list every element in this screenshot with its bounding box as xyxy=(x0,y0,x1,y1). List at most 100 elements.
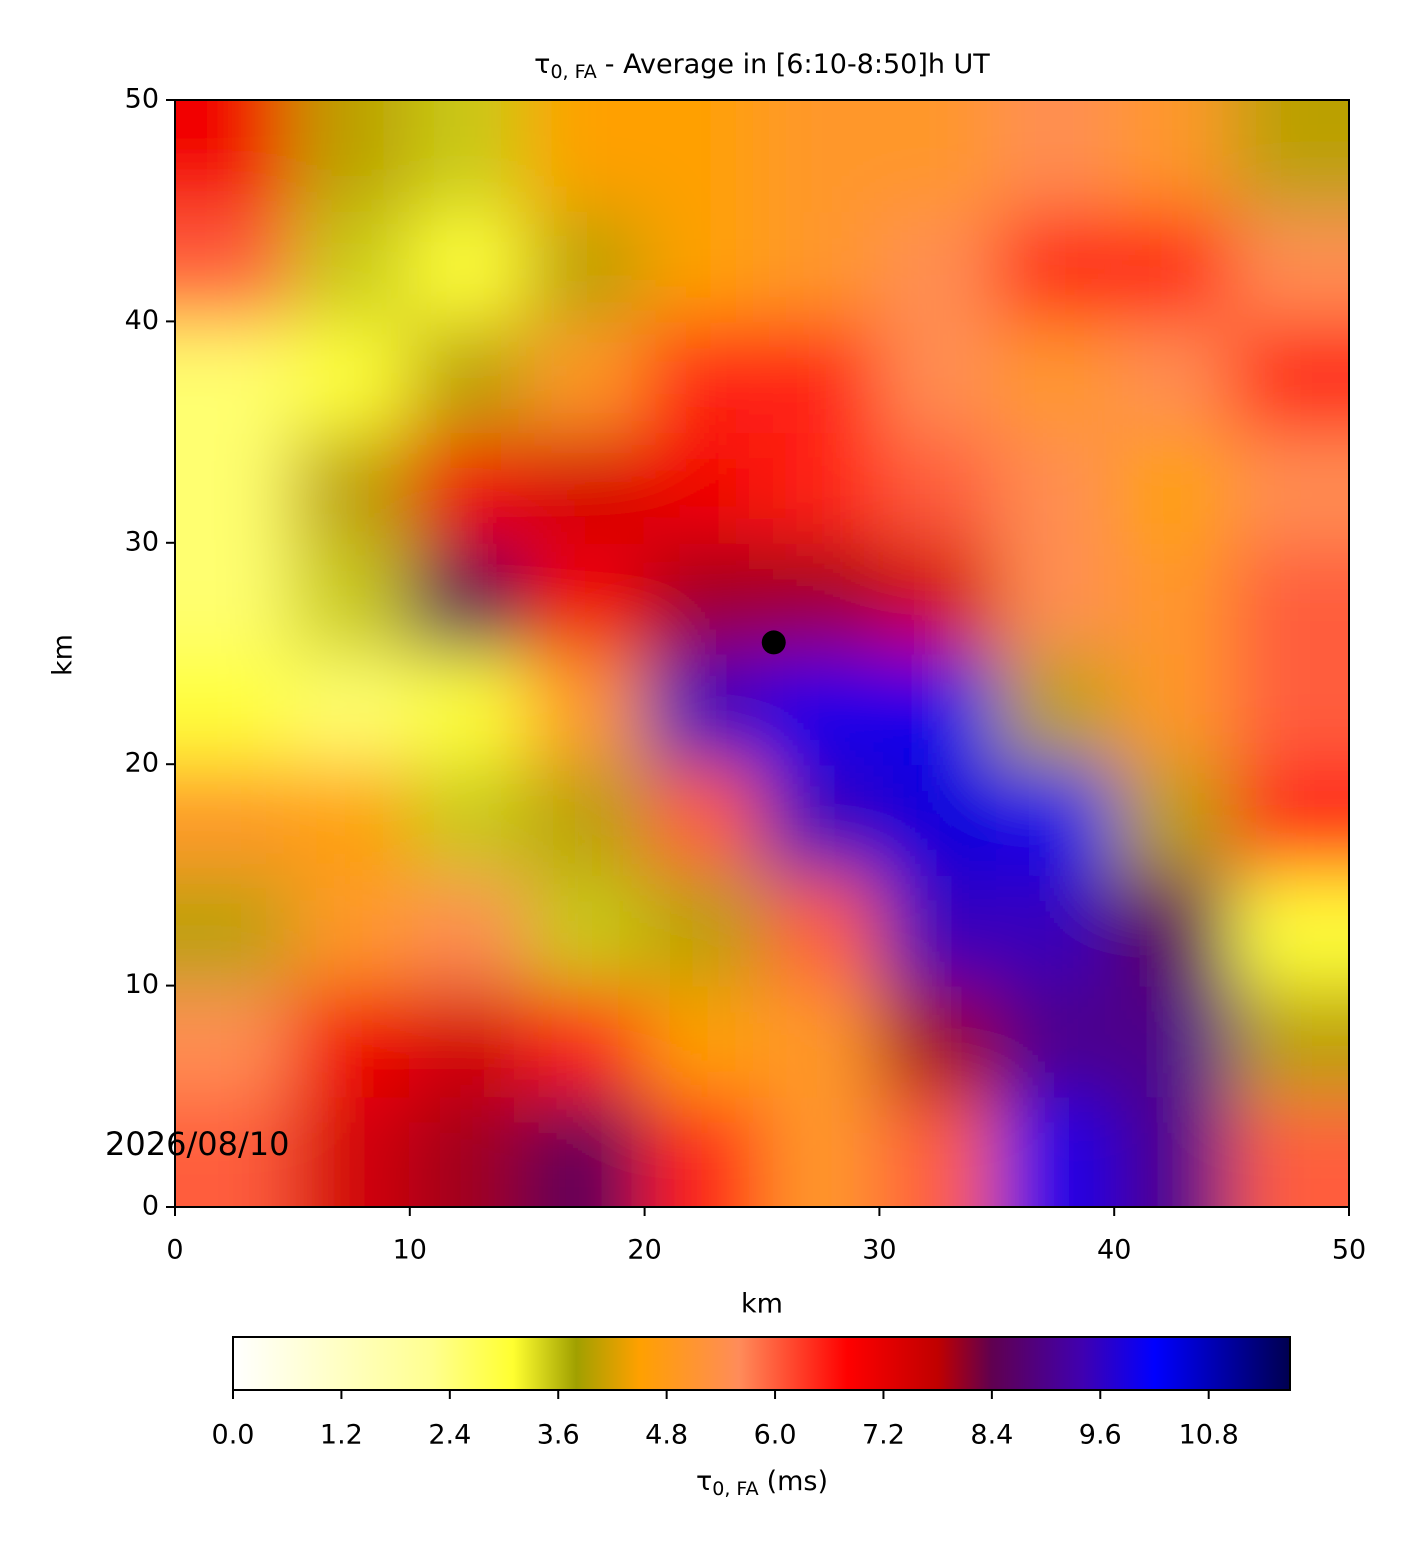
heat-cell xyxy=(1230,873,1349,987)
heat-cell xyxy=(526,1095,646,1207)
cb-subscript: 0, FA xyxy=(712,1478,758,1500)
heat-cell xyxy=(1113,1095,1233,1207)
x-tick-label: 40 xyxy=(1097,1235,1131,1266)
heat-cell xyxy=(878,763,998,876)
title-symbol: τ xyxy=(534,49,550,80)
heat-cell xyxy=(761,1095,881,1207)
heat-cell xyxy=(175,984,294,1098)
heat-cell xyxy=(643,652,763,766)
heat-cell xyxy=(1230,209,1349,323)
heat-cell xyxy=(291,541,411,655)
cb-text: (ms) xyxy=(767,1466,828,1497)
heat-cell xyxy=(643,984,763,1098)
heat-cell xyxy=(1113,431,1233,544)
x-tick-label: 20 xyxy=(627,1235,661,1266)
heat-cell xyxy=(878,100,998,212)
heat-cell xyxy=(761,320,881,434)
heat-cell xyxy=(643,1095,763,1207)
colorbar-label: τ0, FA (ms) xyxy=(696,1466,828,1500)
heat-cell xyxy=(291,431,411,544)
heat-cell xyxy=(291,873,411,987)
heat-cell xyxy=(291,100,411,212)
colorbar-tick-label: 2.4 xyxy=(428,1420,471,1451)
heat-cell xyxy=(878,1095,998,1207)
heat-cell xyxy=(995,431,1116,544)
heat-cell xyxy=(408,652,529,766)
heat-cell xyxy=(526,209,646,323)
colorbar-tick-label: 6.0 xyxy=(754,1420,797,1451)
y-tick-label: 40 xyxy=(125,305,159,336)
heat-cell xyxy=(643,100,763,212)
heat-cell xyxy=(1113,209,1233,323)
heat-cell xyxy=(526,652,646,766)
heat-cell xyxy=(526,873,646,987)
heat-cell xyxy=(291,763,411,876)
heat-cell xyxy=(175,873,294,987)
heat-cell xyxy=(878,320,998,434)
y-axis-label: km xyxy=(48,634,79,676)
heat-cell xyxy=(761,763,881,876)
colorbar-tick-label: 1.2 xyxy=(320,1420,363,1451)
heat-cell xyxy=(761,209,881,323)
heat-cell xyxy=(408,1095,529,1207)
heat-cell xyxy=(175,431,294,544)
colorbar-tick-label: 9.6 xyxy=(1079,1420,1122,1451)
y-tick-label: 20 xyxy=(125,748,159,779)
cb-symbol: τ xyxy=(696,1466,712,1497)
heat-cell xyxy=(643,431,763,544)
heat-cell xyxy=(643,209,763,323)
y-tick-label: 10 xyxy=(125,969,159,1000)
heat-cell xyxy=(175,100,294,212)
heat-cell xyxy=(175,763,294,876)
heat-cell xyxy=(408,431,529,544)
colorbar-tick-label: 7.2 xyxy=(862,1420,905,1451)
heat-cell xyxy=(878,541,998,655)
heat-cell xyxy=(408,984,529,1098)
heat-cell xyxy=(408,763,529,876)
date-stamp: 2026/08/10 xyxy=(105,1125,289,1163)
colorbar xyxy=(232,1336,1291,1391)
heat-cell xyxy=(643,763,763,876)
heat-cell xyxy=(761,100,881,212)
heat-cell xyxy=(291,652,411,766)
heat-cell xyxy=(995,541,1116,655)
heat-cell xyxy=(175,320,294,434)
heat-cell xyxy=(761,431,881,544)
y-tick-label: 30 xyxy=(125,526,159,557)
colorbar-tick-label: 0.0 xyxy=(212,1420,255,1451)
heat-cell xyxy=(878,652,998,766)
colorbar-tick-label: 4.8 xyxy=(645,1420,688,1451)
x-tick-label: 50 xyxy=(1332,1235,1366,1266)
chart-title: τ0, FA - Average in [6:10-8:50]h UT xyxy=(534,49,990,83)
heat-cell xyxy=(408,320,529,434)
title-text: - Average in [6:10-8:50]h UT xyxy=(605,49,991,80)
heat-cell xyxy=(1230,984,1349,1098)
heat-cell xyxy=(291,984,411,1098)
heat-cell xyxy=(408,209,529,323)
heat-cell xyxy=(878,984,998,1098)
heat-cell xyxy=(526,541,646,655)
heatmap-area xyxy=(175,100,1349,1207)
y-tick-label: 0 xyxy=(142,1191,159,1222)
heat-cell xyxy=(761,984,881,1098)
heat-cell xyxy=(526,984,646,1098)
heat-cell xyxy=(1113,100,1233,212)
heat-cell xyxy=(643,873,763,987)
heat-cell xyxy=(1113,652,1233,766)
heat-cell xyxy=(175,209,294,323)
heat-cell xyxy=(1113,541,1233,655)
heat-cell xyxy=(643,320,763,434)
heat-cell xyxy=(1230,1095,1349,1207)
heat-cell xyxy=(995,1095,1116,1207)
heat-cell xyxy=(291,209,411,323)
heat-cell xyxy=(408,541,529,655)
heat-cell xyxy=(995,763,1116,876)
colorbar-tick-label: 8.4 xyxy=(970,1420,1013,1451)
heat-cell xyxy=(995,652,1116,766)
plot-frame xyxy=(174,99,1350,1208)
heat-cell xyxy=(878,209,998,323)
heat-cell xyxy=(291,1095,411,1207)
x-tick-label: 0 xyxy=(166,1235,183,1266)
heat-cell xyxy=(526,100,646,212)
